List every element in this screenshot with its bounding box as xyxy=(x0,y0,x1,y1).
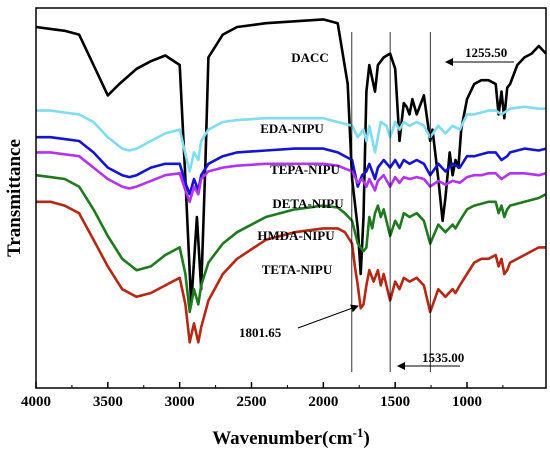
series-line-hmda-nipu xyxy=(35,173,547,314)
x-axis-title: Wavenumber(cm-1) xyxy=(212,425,370,449)
x-tick-label-1500: 1500 xyxy=(380,394,410,410)
x-tick-label-3500: 3500 xyxy=(93,394,123,410)
series-line-dacc xyxy=(35,18,547,306)
series-line-eda-nipu xyxy=(36,105,546,173)
series-line-tepa-nipu xyxy=(36,135,547,196)
annotation-label-1255-50: 1255.50 xyxy=(465,45,507,60)
x-tick-label-2500: 2500 xyxy=(236,394,266,410)
series-label-tepa-nipu: TEPA-NIPU xyxy=(270,162,340,177)
x-axis-title-superscript: -1 xyxy=(353,425,364,440)
series-label-eda-nipu: EDA-NIPU xyxy=(260,121,324,136)
annotation-arrow-1801-65 xyxy=(297,304,359,329)
x-axis-title-suffix: ) xyxy=(363,428,369,449)
reference-lines xyxy=(351,32,431,372)
series-label-deta-nipu: DETA-NIPU xyxy=(272,196,344,211)
series-label-dacc: DACC xyxy=(291,50,329,65)
series-line-teta-nipu xyxy=(36,200,546,344)
x-ticks: 4000 3500 3000 2500 2000 1500 1000 xyxy=(21,382,504,410)
plot-frame xyxy=(35,7,547,389)
annotation-label-1801-65: 1801.65 xyxy=(239,325,282,340)
series-label-teta-nipu: TETA-NIPU xyxy=(262,262,333,277)
x-axis-title-main: Wavenumber(cm xyxy=(212,428,353,449)
x-tick-label-4000: 4000 xyxy=(21,394,51,410)
series-line-deta-nipu xyxy=(36,151,547,204)
x-tick-label-2000: 2000 xyxy=(308,394,338,410)
series-layer xyxy=(35,18,547,344)
annotation-label-1535-00: 1535.00 xyxy=(422,350,464,365)
series-label-hmda-nipu: HMDA-NIPU xyxy=(257,228,335,243)
series-labels: DACC EDA-NIPU TEPA-NIPU DETA-NIPU HMDA-NIPU T… xyxy=(257,50,344,277)
annotations: 1255.50 1801.65 1535.00 xyxy=(239,45,514,370)
x-tick-label-1000: 1000 xyxy=(452,394,482,410)
y-axis-title: Transmittance xyxy=(4,139,25,257)
x-tick-label-3000: 3000 xyxy=(165,394,195,410)
